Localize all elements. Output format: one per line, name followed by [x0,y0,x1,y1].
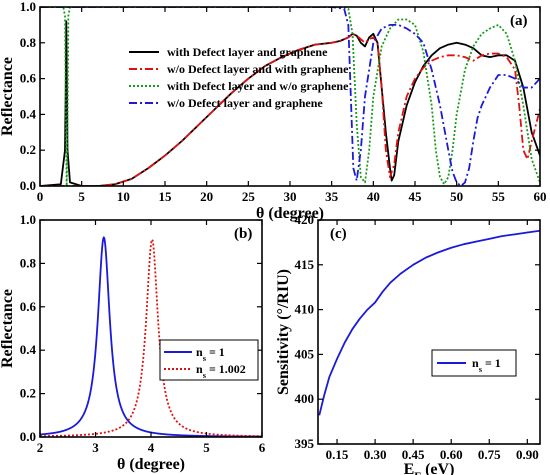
series-line-0 [318,229,540,416]
x-tick-label: 4 [148,440,155,455]
y-tick-label: 0.4 [20,106,37,121]
x-tick-label: 5 [78,189,85,204]
panel-label: (c) [330,226,347,242]
x-axis-title-rest: (eV) [421,461,454,475]
legend-a: with Defect layer and graphene w/o Defect… [129,45,349,110]
legend-label-main: n [196,362,203,376]
legend-label-sub: s [479,365,483,374]
legend-label: w/o Defect layer and graphene [167,96,323,110]
legend-label-rest: = 1.002 [206,362,246,376]
y-tick-label: 0.2 [20,142,36,157]
x-tick-label: 45 [409,189,423,204]
x-tick-label: 0.75 [478,447,501,462]
series-group [318,229,540,416]
x-tick-label: 20 [200,189,213,204]
y-tick-label: 395 [295,436,315,451]
series-line-3 [40,7,540,186]
legend-label: ns = 1 [196,345,225,363]
x-tick-label: 60 [534,189,547,204]
y-axis-title: Reflectance [0,289,16,368]
legend-label-main: n [196,345,203,359]
legend-b: ns = 1ns = 1.002 [159,339,259,381]
y-tick-label: 1.0 [20,212,36,227]
x-tick-label: 0 [37,189,44,204]
panel-label: (a) [510,13,528,29]
x-tick-label: 10 [117,189,130,204]
x-tick-label: 40 [367,189,380,204]
y-tick-label: 1.0 [20,0,36,14]
y-tick-label: 410 [295,302,315,317]
y-axis-title: Sensitivity (°/RIU) [275,269,292,395]
legend-label: ns = 1.002 [196,362,246,380]
legend-label: with Defect layer and w/o graphene [167,79,349,93]
x-tick-label: 55 [492,189,506,204]
series-group [40,236,262,437]
series-line-2 [40,7,540,186]
x-tick-label: 6 [259,440,266,455]
x-axis-title: EF (eV) [404,461,455,475]
x-tick-label: 30 [284,189,297,204]
x-axis-title-main: E [404,461,415,475]
legend-box [159,339,259,381]
legend-label: with Defect layer and graphene [167,45,328,59]
y-tick-label: 0.0 [20,429,36,444]
panel-label: (b) [234,226,252,242]
x-tick-label: 0.45 [402,447,425,462]
legend-c: ns = 1 [431,349,517,377]
x-tick-label: 0.15 [326,447,349,462]
y-tick-label: 0.4 [20,342,37,357]
x-axis-title: θ (degree) [256,205,324,222]
legend-label-rest: = 1 [206,345,225,359]
plot-frame [317,219,541,445]
y-tick-label: 415 [295,257,315,272]
legend-label-rest: = 1 [482,356,501,370]
x-tick-label: 35 [325,189,339,204]
legend-label-sub: s [203,371,207,380]
x-tick-label: 0.90 [516,447,539,462]
y-tick-label: 0.6 [20,71,37,86]
series-line-0 [40,236,262,437]
x-tick-label: 2 [37,440,44,455]
x-tick-label: 0.30 [364,447,387,462]
panel-1 [39,219,263,438]
y-tick-label: 0.6 [20,299,37,314]
x-tick-label: 50 [450,189,463,204]
x-axis-title: θ (degree) [117,456,185,473]
x-tick-label: 5 [203,440,210,455]
y-tick-label: 0.2 [20,386,36,401]
y-tick-label: 0.0 [20,178,36,193]
x-tick-label: 25 [242,189,256,204]
panel-2 [317,219,541,445]
x-tick-label: 15 [159,189,173,204]
y-axis-title: Reflectance [0,57,16,136]
plot-frame [39,219,263,438]
x-axis-title-sub: F [414,471,421,475]
y-tick-label: 405 [295,346,315,361]
legend-label-main: n [472,356,479,370]
series-line-1 [40,238,262,437]
x-tick-label: 0.60 [440,447,463,462]
legend-label: w/o Defect layer and with graphene [167,62,349,76]
y-tick-label: 0.8 [20,255,37,270]
y-tick-label: 420 [295,212,315,227]
legend-label: ns = 1 [472,356,501,374]
legend-box [431,349,517,377]
panel-0 [39,6,541,187]
x-tick-label: 3 [92,440,99,455]
legend-label-sub: s [203,354,207,363]
y-tick-label: 400 [295,391,315,406]
y-tick-label: 0.8 [20,35,37,50]
